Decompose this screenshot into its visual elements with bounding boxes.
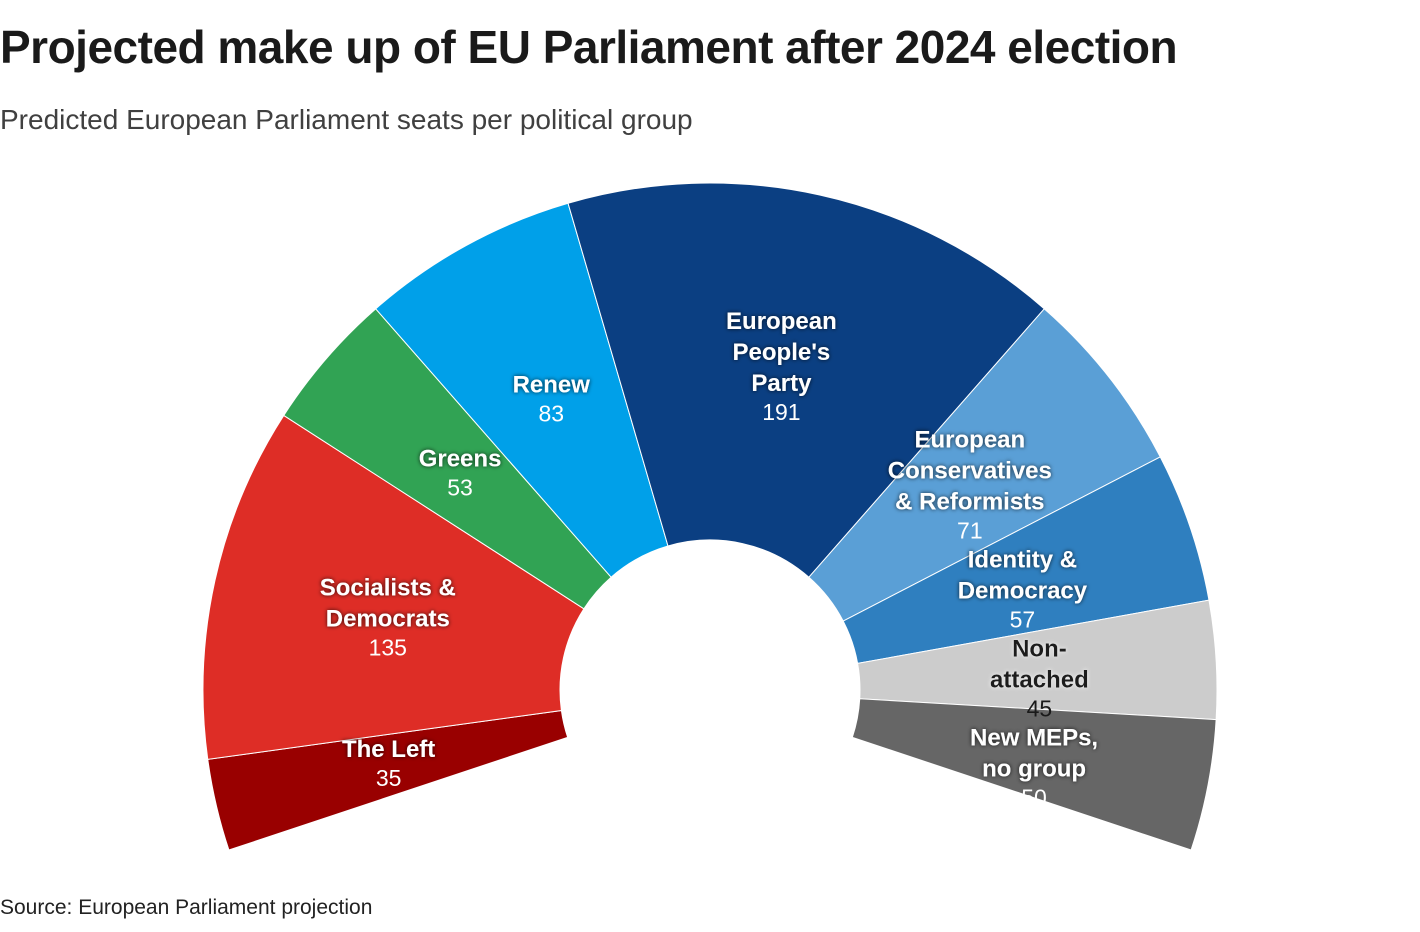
slice-label: Non-attached — [990, 636, 1089, 694]
slice-8 — [851, 698, 1217, 851]
slice-value: 71 — [957, 518, 983, 544]
slice-label-line: attached — [990, 667, 1089, 694]
slice-label-line: People's — [733, 339, 831, 366]
slice-label-line: The Left — [342, 736, 435, 763]
slice-label-line: Renew — [513, 372, 591, 399]
slice-value: 53 — [447, 475, 473, 501]
chart-title: Projected make up of EU Parliament after… — [0, 21, 1178, 73]
slice-value: 35 — [376, 765, 402, 791]
chart-subtitle: Predicted European Parliament seats per … — [0, 104, 693, 135]
slice-label-line: European — [914, 427, 1025, 454]
slice-value: 191 — [762, 399, 800, 425]
slice-label: New MEPs, no group — [970, 725, 1098, 783]
slice-label: Identity & Democracy — [958, 547, 1088, 605]
slice-label: Socialists & Democrats — [320, 574, 456, 632]
slice-value: 50 — [1021, 785, 1047, 811]
slice-label-line: Democrats — [326, 605, 450, 632]
slice-label-line: New MEPs, — [970, 725, 1098, 752]
slice-value: 45 — [1027, 696, 1053, 722]
slice-label-line: Democracy — [958, 578, 1088, 605]
slice-4 — [567, 182, 1046, 578]
slice-1 — [202, 414, 585, 760]
slice-5 — [808, 308, 1161, 622]
slice-label-line: no group — [982, 756, 1086, 783]
slice-label-line: Greens — [419, 446, 502, 473]
slice-label-line: Conservatives — [888, 458, 1052, 485]
slice-label-line: Identity & — [968, 547, 1077, 574]
slice-label: Renew — [513, 372, 591, 399]
slice-label-line: Non- — [1012, 636, 1067, 663]
slice-value: 83 — [538, 401, 564, 427]
slice-label-line: & Reformists — [895, 489, 1044, 516]
slice-value: 57 — [1010, 607, 1036, 633]
slice-label: The Left — [342, 736, 435, 763]
slice-label: Greens — [419, 446, 502, 473]
slice-label-line: Socialists & — [320, 574, 456, 601]
slice-label-line: Party — [751, 370, 812, 397]
slice-label-line: European — [726, 308, 837, 335]
source-note: Source: European Parliament projection — [0, 896, 373, 919]
slice-value: 135 — [369, 634, 407, 660]
slice-label: European Conservatives & Reformists — [888, 427, 1052, 516]
slice-label: European People's Party — [726, 308, 837, 397]
